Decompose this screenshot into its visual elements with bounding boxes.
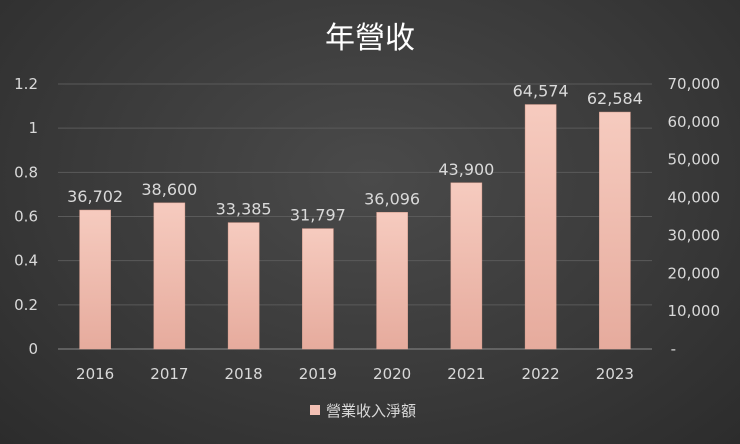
left-tick-label: 0.2 bbox=[14, 296, 38, 314]
data-label: 43,900 bbox=[438, 160, 494, 179]
bar bbox=[524, 104, 557, 350]
legend: 營業收入淨額 bbox=[310, 402, 416, 420]
left-axis-ticks: 0 0.2 0.4 0.6 0.8 1 1.2 bbox=[14, 75, 38, 358]
data-label: 62,584 bbox=[587, 89, 643, 108]
x-tick-label: 2020 bbox=[373, 365, 411, 383]
right-tick-label: 40,000 bbox=[668, 189, 721, 207]
left-tick-label: 0.6 bbox=[14, 208, 38, 226]
right-tick-label: 20,000 bbox=[668, 264, 721, 282]
gridlines bbox=[58, 83, 652, 350]
bar bbox=[227, 222, 260, 350]
x-tick-label: 2017 bbox=[150, 365, 188, 383]
left-tick-label: 1 bbox=[28, 119, 38, 137]
chart-title: 年營收 bbox=[325, 21, 415, 56]
data-label: 38,600 bbox=[141, 180, 197, 199]
bar bbox=[153, 202, 186, 350]
bar bbox=[450, 182, 483, 350]
data-labels: 36,702 38,600 33,385 31,797 36,096 43,900 64,5… bbox=[67, 82, 643, 225]
left-tick-label: 0.8 bbox=[14, 163, 38, 181]
x-tick-label: 2019 bbox=[299, 365, 337, 383]
bar bbox=[599, 111, 631, 350]
x-tick-label: 2021 bbox=[447, 365, 485, 383]
left-tick-label: 1.2 bbox=[14, 75, 38, 93]
x-tick-label: 2016 bbox=[76, 365, 114, 383]
data-label: 33,385 bbox=[216, 200, 272, 219]
bar bbox=[79, 209, 111, 350]
bar bbox=[302, 228, 334, 350]
left-tick-label: 0.4 bbox=[14, 252, 38, 270]
right-tick-label: - bbox=[671, 340, 676, 358]
legend-swatch bbox=[310, 405, 320, 415]
bar bbox=[376, 212, 408, 350]
right-axis-ticks: - 10,000 20,000 30,000 40,000 50,000 60,000 70,… bbox=[668, 75, 721, 358]
data-label: 64,574 bbox=[513, 82, 569, 101]
right-tick-label: 60,000 bbox=[668, 113, 721, 131]
right-tick-label: 50,000 bbox=[668, 151, 721, 169]
left-tick-label: 0 bbox=[28, 340, 38, 358]
right-tick-label: 30,000 bbox=[668, 226, 721, 244]
right-tick-label: 10,000 bbox=[668, 302, 721, 320]
x-tick-label: 2018 bbox=[225, 365, 263, 383]
x-axis-ticks: 2016 2017 2018 2019 2020 2021 2022 2023 bbox=[76, 365, 634, 383]
right-tick-label: 70,000 bbox=[668, 75, 721, 93]
data-label: 36,096 bbox=[364, 189, 420, 208]
x-tick-label: 2022 bbox=[522, 365, 560, 383]
data-label: 31,797 bbox=[290, 206, 346, 225]
data-label: 36,702 bbox=[67, 187, 123, 206]
bars bbox=[79, 104, 631, 350]
legend-label: 營業收入淨額 bbox=[326, 402, 416, 420]
x-tick-label: 2023 bbox=[596, 365, 634, 383]
